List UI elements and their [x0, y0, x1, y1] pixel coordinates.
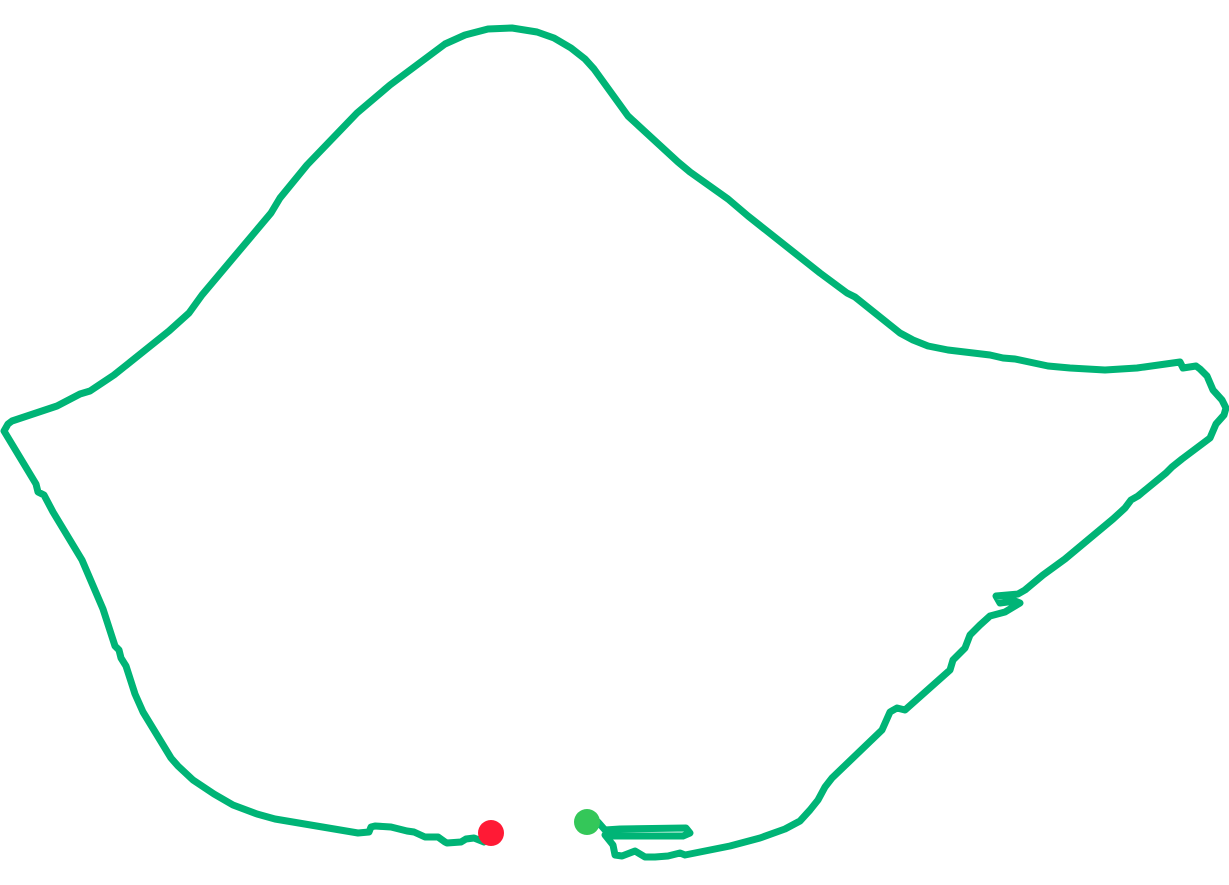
- route-track: [0, 24, 1229, 861]
- start-marker[interactable]: [574, 809, 600, 835]
- end-marker[interactable]: [478, 820, 504, 846]
